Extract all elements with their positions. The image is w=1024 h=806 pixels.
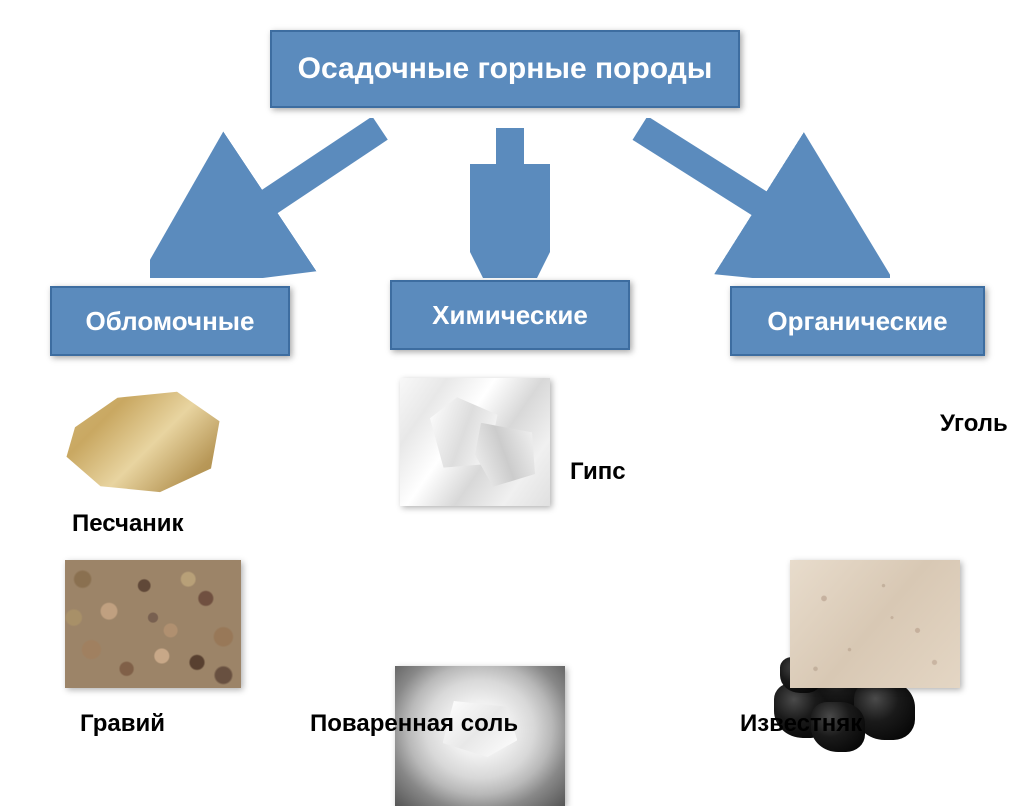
category-clastic-label: Обломочные [86, 306, 255, 337]
arrow-left [150, 118, 410, 278]
sample-gypsum-image [400, 378, 550, 506]
category-organic-label: Органические [767, 306, 947, 337]
sample-sandstone-image [58, 380, 228, 498]
arrow-center [470, 118, 550, 278]
category-clastic-box: Обломочные [50, 286, 290, 356]
category-chemical-label: Химические [432, 300, 588, 331]
sample-gravel-image [65, 560, 241, 688]
sample-sandstone-label: Песчаник [72, 510, 184, 538]
title-text: Осадочные горные породы [298, 52, 713, 86]
sample-gypsum-label: Гипс [570, 458, 626, 486]
title-box: Осадочные горные породы [270, 30, 740, 108]
sample-limestone-label: Известняк [740, 710, 862, 738]
sample-gravel-label: Гравий [80, 710, 165, 738]
category-organic-box: Органические [730, 286, 985, 356]
sample-limestone-image [790, 560, 960, 688]
category-chemical-box: Химические [390, 280, 630, 350]
sample-coal-label: Уголь [940, 410, 1008, 438]
arrow-right [610, 118, 890, 278]
sample-salt-label: Поваренная соль [310, 710, 518, 738]
